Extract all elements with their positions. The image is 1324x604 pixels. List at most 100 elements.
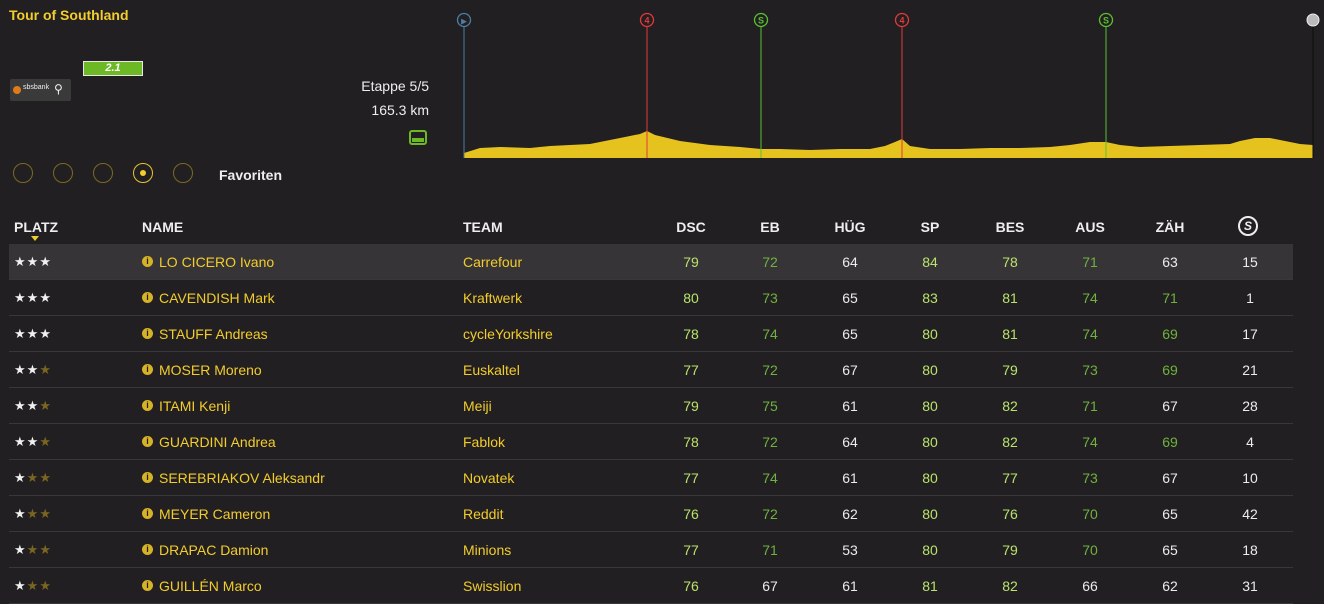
table-row[interactable]: ★★★ i ITAMI Kenji Meiji 79 75 61 80 82 71 67 28 <box>9 388 1293 424</box>
rider-team[interactable]: Carrefour <box>463 254 523 270</box>
rider-team[interactable]: Reddit <box>463 506 504 522</box>
profile-marker-finish[interactable] <box>1306 13 1320 158</box>
stat-eb: 72 <box>762 506 778 522</box>
rider-team[interactable]: Meiji <box>463 398 492 414</box>
rider-name[interactable]: MOSER Moreno <box>159 362 262 378</box>
star-icon: ★ <box>39 578 52 593</box>
stage-distance: 165.3 km <box>371 102 429 118</box>
profile-marker-start[interactable]: ▶ <box>456 12 472 159</box>
header-sp[interactable]: SP <box>920 219 940 235</box>
table-row[interactable]: ★★★ i MEYER Cameron Reddit 76 72 62 80 76 70 65 42 <box>9 496 1293 532</box>
rider-name[interactable]: SEREBRIAKOV Aleksandr <box>159 470 325 486</box>
profile-marker-label: 4 <box>644 16 649 26</box>
filter-radio-4[interactable] <box>133 163 153 183</box>
stat-eb: 74 <box>762 326 778 342</box>
stat-aus: 71 <box>1082 398 1098 414</box>
race-title: Tour of Southland <box>9 7 129 23</box>
stat-s: 15 <box>1242 254 1258 270</box>
header-eb[interactable]: EB <box>760 219 780 235</box>
stat-hug: 61 <box>842 398 858 414</box>
table-row[interactable]: ★★★ i MOSER Moreno Euskaltel 77 72 67 80 79 73 69 2… <box>9 352 1293 388</box>
profile-marker-sprint[interactable]: S <box>1098 12 1114 159</box>
profile-marker-sprint[interactable]: S <box>753 12 769 159</box>
star-icon: ★ <box>26 398 40 413</box>
profile-marker-climb[interactable]: 4 <box>894 12 910 159</box>
stat-eb: 74 <box>762 470 778 486</box>
stat-zah: 65 <box>1162 506 1178 522</box>
stat-dsc: 77 <box>683 542 699 558</box>
stat-aus: 66 <box>1082 578 1098 594</box>
stat-dsc: 76 <box>683 506 699 522</box>
rider-name[interactable]: LO CICERO Ivano <box>159 254 275 270</box>
stat-s: 1 <box>1246 290 1254 306</box>
filter-radio-5[interactable] <box>173 163 193 183</box>
rating-stars: ★★★ <box>14 542 52 558</box>
header-hug[interactable]: HÜG <box>834 219 866 235</box>
stat-zah: 65 <box>1162 542 1178 558</box>
rider-team[interactable]: Euskaltel <box>463 362 520 378</box>
table-row[interactable]: ★★★ i CAVENDISH Mark Kraftwerk 80 73 65 83 81 74 7… <box>9 280 1293 316</box>
header-name[interactable]: NAME <box>142 219 184 235</box>
info-icon[interactable]: i <box>142 364 153 375</box>
rider-name[interactable]: GUILLÉN Marco <box>159 578 262 594</box>
header-zah[interactable]: ZÄH <box>1155 219 1185 235</box>
info-icon[interactable]: i <box>142 328 153 339</box>
header-bes[interactable]: BES <box>995 219 1025 235</box>
stat-bes: 82 <box>1002 398 1018 414</box>
table-row[interactable]: ★★★ i STAUFF Andreas cycleYorkshire 78 74 65 80… <box>9 316 1293 352</box>
rider-name[interactable]: ITAMI Kenji <box>159 398 231 414</box>
header-team[interactable]: TEAM <box>463 219 503 235</box>
climb-marker-icon <box>639 12 655 28</box>
info-icon[interactable]: i <box>142 292 153 303</box>
stat-zah: 63 <box>1162 254 1178 270</box>
rider-name[interactable]: DRAPAC Damion <box>159 542 269 558</box>
stat-bes: 76 <box>1002 506 1018 522</box>
rider-team[interactable]: cycleYorkshire <box>463 326 553 342</box>
sprint-marker-icon <box>1098 12 1114 28</box>
rider-name[interactable]: CAVENDISH Mark <box>159 290 275 306</box>
sprint-icon[interactable]: S <box>1238 216 1258 236</box>
info-icon[interactable]: i <box>142 400 153 411</box>
table-row[interactable]: ★★★ i GUARDINI Andrea Fablok 78 72 64 80 82 74 69 4 <box>9 424 1293 460</box>
rider-name[interactable]: STAUFF Andreas <box>159 326 268 342</box>
table-row[interactable]: ★★★ i SEREBRIAKOV Aleksandr Novatek 77 74 61 80… <box>9 460 1293 496</box>
profile-marker-climb[interactable]: 4 <box>639 12 655 159</box>
rider-team[interactable]: Minions <box>463 542 512 558</box>
rating-stars: ★★★ <box>14 326 52 342</box>
stat-s: 10 <box>1242 470 1258 486</box>
profile-marker-label: S <box>1103 16 1109 26</box>
info-icon[interactable]: i <box>142 256 153 267</box>
star-icon: ★ <box>14 290 27 305</box>
rating-stars: ★★★ <box>14 362 52 378</box>
rider-team[interactable]: Novatek <box>463 470 515 486</box>
header-rank[interactable]: PLATZ <box>14 219 59 235</box>
info-icon[interactable]: i <box>142 436 153 447</box>
stat-aus: 70 <box>1082 506 1098 522</box>
star-icon: ★ <box>14 362 27 377</box>
star-icon: ★ <box>14 398 27 413</box>
profile-toggle-icon[interactable] <box>409 130 427 145</box>
rider-name[interactable]: GUARDINI Andrea <box>159 434 276 450</box>
star-icon: ★ <box>14 434 27 449</box>
table-row[interactable]: ★★★ i GUILLÉN Marco Swisslion 76 67 61 81 82 66 62… <box>9 568 1293 604</box>
info-icon[interactable]: i <box>142 508 153 519</box>
rider-team[interactable]: Swisslion <box>463 578 522 594</box>
filter-radio-2[interactable] <box>53 163 73 183</box>
stat-eb: 72 <box>762 254 778 270</box>
rider-team[interactable]: Kraftwerk <box>463 290 523 306</box>
filter-radio-3[interactable] <box>93 163 113 183</box>
info-icon[interactable]: i <box>142 544 153 555</box>
info-icon[interactable]: i <box>142 580 153 591</box>
sort-desc-icon <box>31 236 39 241</box>
header-dsc[interactable]: DSC <box>676 219 706 235</box>
table-row[interactable]: ★★★ i DRAPAC Damion Minions 77 71 53 80 79 70 65 18 <box>9 532 1293 568</box>
filter-radio-1[interactable] <box>13 163 33 183</box>
rider-team[interactable]: Fablok <box>463 434 506 450</box>
stat-sp: 80 <box>922 506 938 522</box>
stat-sp: 81 <box>922 578 938 594</box>
table-row[interactable]: ★★★ i LO CICERO Ivano Carrefour 79 72 64 84 78 71… <box>9 244 1293 280</box>
header-aus[interactable]: AUS <box>1075 219 1105 235</box>
stat-s: 42 <box>1242 506 1258 522</box>
info-icon[interactable]: i <box>142 472 153 483</box>
rider-name[interactable]: MEYER Cameron <box>159 506 271 522</box>
